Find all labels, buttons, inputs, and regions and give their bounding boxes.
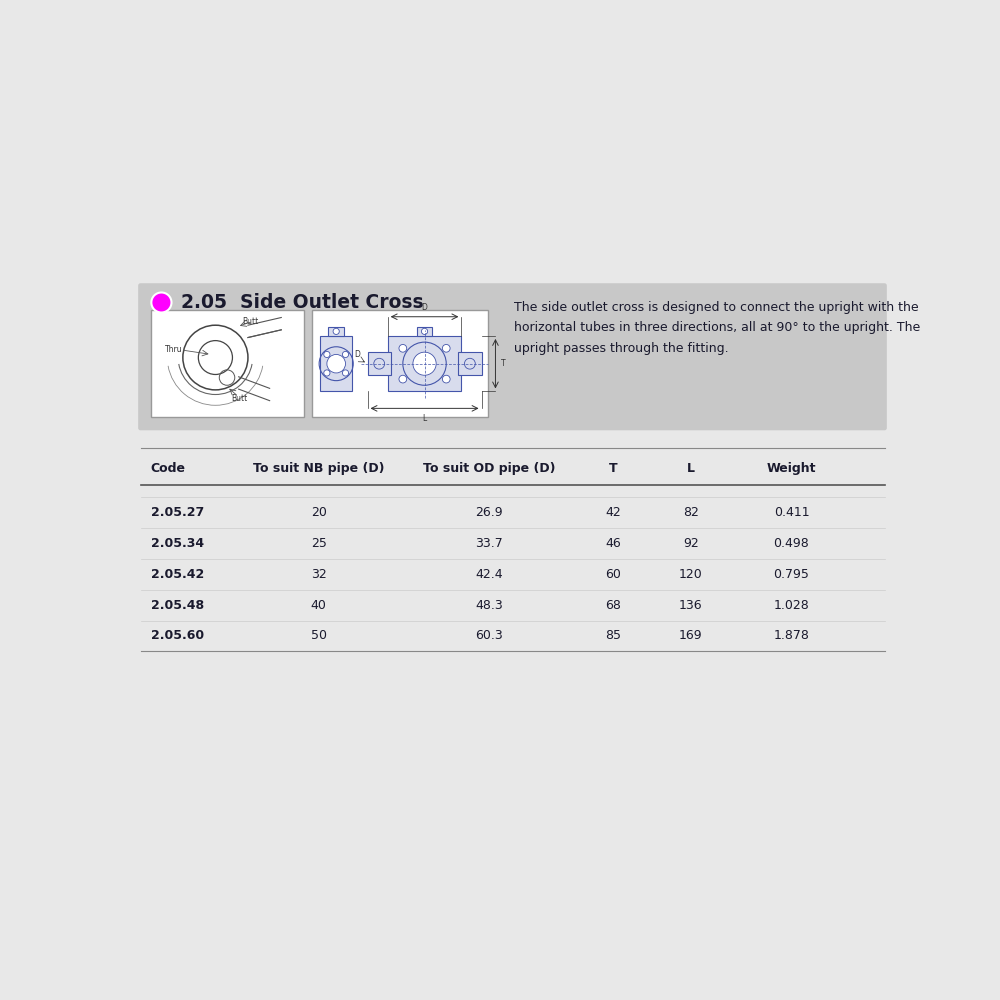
Circle shape [399, 344, 407, 352]
FancyBboxPatch shape [138, 283, 887, 430]
Text: 82: 82 [683, 506, 699, 519]
Text: Code: Code [151, 462, 186, 475]
Text: 2.05.27: 2.05.27 [151, 506, 204, 519]
Text: T: T [609, 462, 618, 475]
Text: 0.795: 0.795 [774, 568, 809, 581]
Text: 2.05.60: 2.05.60 [151, 629, 204, 642]
Text: 2.05.42: 2.05.42 [151, 568, 204, 581]
Text: 33.7: 33.7 [475, 537, 503, 550]
Text: L: L [422, 414, 427, 423]
Text: Butt: Butt [243, 317, 259, 326]
Text: 169: 169 [679, 629, 703, 642]
Text: 50: 50 [311, 629, 327, 642]
Text: Butt: Butt [231, 394, 247, 403]
Text: L: L [687, 462, 695, 475]
Circle shape [327, 354, 345, 373]
FancyBboxPatch shape [368, 352, 391, 375]
Text: D: D [354, 350, 360, 359]
Circle shape [342, 351, 349, 358]
Text: 32: 32 [311, 568, 327, 581]
Text: 26.9: 26.9 [475, 506, 503, 519]
Text: To suit NB pipe (D): To suit NB pipe (D) [253, 462, 384, 475]
Circle shape [151, 292, 172, 313]
Text: 40: 40 [311, 599, 327, 612]
Text: 2.05  Side Outlet Cross: 2.05 Side Outlet Cross [181, 293, 423, 312]
Text: 60: 60 [605, 568, 621, 581]
Text: T: T [501, 359, 506, 368]
Circle shape [324, 351, 330, 358]
Text: 20: 20 [311, 506, 327, 519]
Text: 92: 92 [683, 537, 699, 550]
Text: 25: 25 [311, 537, 327, 550]
FancyBboxPatch shape [417, 327, 432, 336]
Text: 120: 120 [679, 568, 703, 581]
FancyBboxPatch shape [458, 352, 482, 375]
Text: 1.028: 1.028 [774, 599, 809, 612]
Text: 42: 42 [605, 506, 621, 519]
Text: D: D [422, 303, 427, 312]
Circle shape [442, 375, 450, 383]
Text: The side outlet cross is designed to connect the upright with the
horizontal tub: The side outlet cross is designed to con… [514, 301, 920, 355]
Text: 0.411: 0.411 [774, 506, 809, 519]
Text: 2.05.34: 2.05.34 [151, 537, 204, 550]
Text: 85: 85 [605, 629, 621, 642]
Text: 42.4: 42.4 [475, 568, 503, 581]
Text: 68: 68 [605, 599, 621, 612]
FancyBboxPatch shape [151, 310, 304, 417]
Circle shape [413, 352, 436, 375]
FancyBboxPatch shape [312, 310, 488, 417]
Circle shape [333, 328, 339, 334]
Text: Weight: Weight [767, 462, 816, 475]
Circle shape [324, 370, 330, 376]
FancyBboxPatch shape [328, 327, 344, 336]
Text: 48.3: 48.3 [475, 599, 503, 612]
Circle shape [399, 375, 407, 383]
Text: 1.878: 1.878 [774, 629, 809, 642]
Text: 46: 46 [605, 537, 621, 550]
FancyBboxPatch shape [388, 336, 461, 391]
Text: 136: 136 [679, 599, 703, 612]
Text: 0.498: 0.498 [774, 537, 809, 550]
Circle shape [421, 328, 428, 334]
Text: Thru: Thru [165, 345, 183, 354]
Text: 60.3: 60.3 [475, 629, 503, 642]
Text: To suit OD pipe (D): To suit OD pipe (D) [423, 462, 556, 475]
Text: 2.05.48: 2.05.48 [151, 599, 204, 612]
FancyBboxPatch shape [320, 336, 352, 391]
Circle shape [442, 344, 450, 352]
Circle shape [342, 370, 349, 376]
